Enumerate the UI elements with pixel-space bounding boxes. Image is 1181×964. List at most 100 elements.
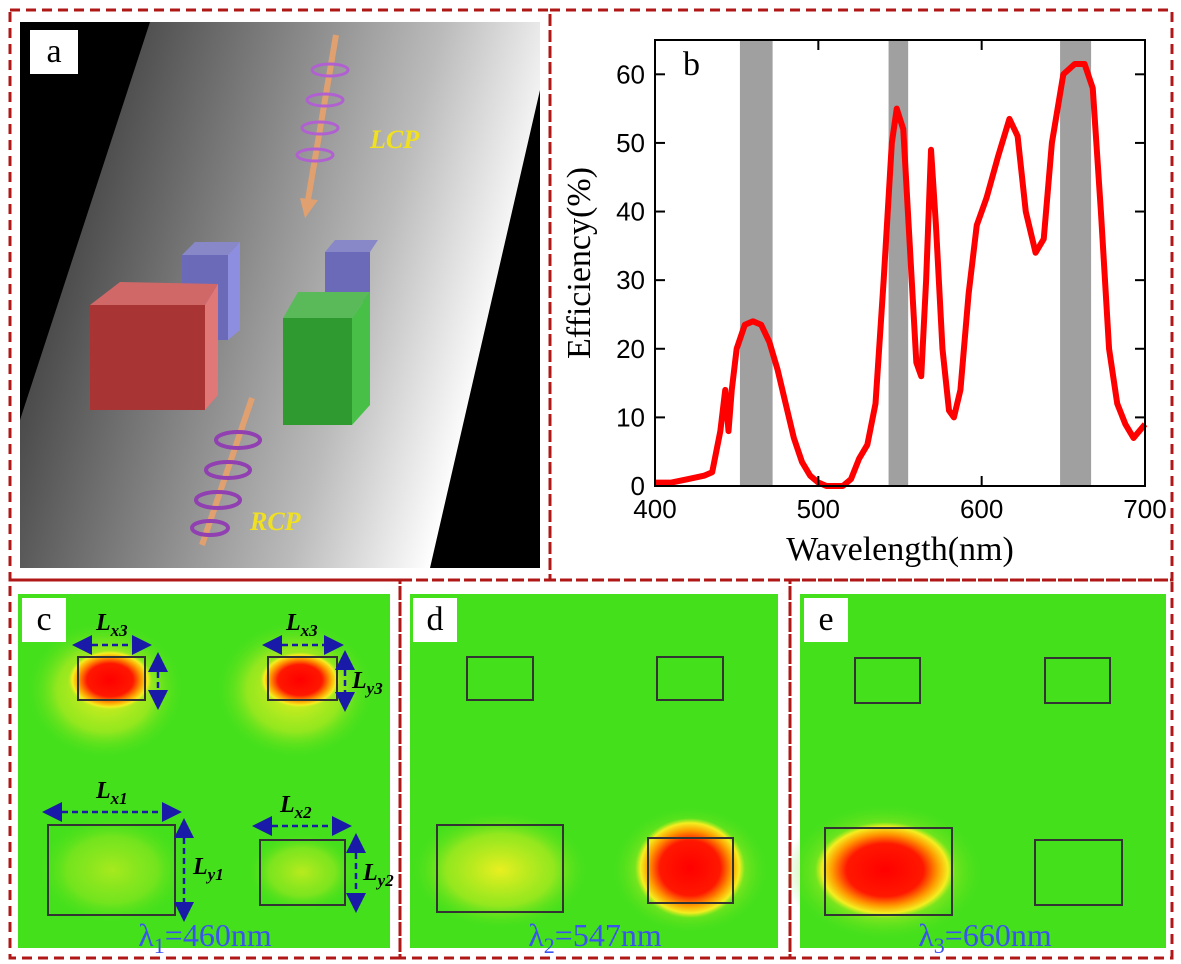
panel-b: 0 10 20 30 40 50 60 400 500 600 700 Wavelength(nm) E… (561, 39, 1167, 568)
panel-frame (548, 8, 1174, 582)
beam-label: LCP (369, 125, 420, 154)
subscript: 2 (544, 933, 555, 958)
subscript: y2 (376, 871, 395, 890)
panel-label: a (46, 33, 61, 70)
nanobrick (436, 824, 564, 913)
highlight-band (739, 40, 773, 486)
nanobrick (77, 656, 146, 701)
symbol: L (285, 610, 301, 636)
symbol: λ (918, 917, 934, 953)
caption: λ1=460nm (138, 917, 272, 958)
nanobrick (824, 827, 953, 916)
caption: λ3=660nm (918, 917, 1052, 958)
nanobrick (466, 656, 534, 701)
panel-a: LCP RCP a (20, 22, 540, 568)
symbol: L (95, 778, 111, 804)
y-tick-label: 50 (616, 128, 645, 158)
nanobrick (854, 657, 921, 704)
nanobrick (647, 837, 734, 904)
y-tick-label: 0 (631, 471, 645, 501)
subscript: 3 (934, 933, 945, 958)
cube (228, 242, 240, 340)
subscript: y3 (365, 679, 384, 698)
cube (90, 305, 205, 410)
hot-spot (68, 650, 152, 710)
dimension-label: Lx3 (285, 610, 318, 640)
cube (325, 240, 378, 252)
cube (283, 318, 352, 425)
arrow (305, 34, 339, 201)
cube (283, 292, 370, 318)
data-line (655, 61, 1148, 489)
symbol: λ (138, 917, 154, 953)
dimension-label: Lx2 (279, 792, 312, 822)
nanobrick (1034, 839, 1123, 906)
subscript: y1 (206, 865, 224, 884)
cube (182, 242, 240, 255)
panel-d: d λ2=547nm (410, 594, 778, 958)
dimension-label: Lx1 (95, 778, 128, 808)
panel-label: e (818, 601, 833, 638)
label-box (804, 598, 848, 642)
dimension-label: Ly3 (351, 668, 383, 698)
subscript: 1 (154, 933, 165, 958)
symbol: L (362, 860, 378, 886)
cube (90, 282, 218, 305)
field-halo (247, 832, 357, 912)
caption-text: =547nm (555, 917, 662, 953)
y-tick-label: 40 (616, 197, 645, 227)
beam-label: RCP (249, 507, 302, 536)
label-box (22, 598, 66, 642)
panel-c: Lx3 Lx3 Ly3 Lx1 Ly1 Lx2 Ly2 c λ1=460nm (18, 594, 394, 958)
y-axis-label: Efficiency(%) (561, 167, 598, 359)
panel-frame (788, 578, 1174, 960)
x-tick-label: 500 (797, 494, 840, 524)
y-tick-label: 60 (616, 59, 645, 89)
panel-e: e λ3=660nm (785, 594, 1166, 958)
symbol: L (192, 854, 208, 880)
caption-text: =460nm (165, 917, 272, 953)
nanobrick (259, 839, 346, 906)
label-box (30, 30, 78, 74)
symbol: L (279, 792, 295, 818)
y-tick-label: 20 (616, 334, 645, 364)
x-axis-label: Wavelength(nm) (786, 531, 1014, 568)
x-tick-label: 600 (960, 494, 1003, 524)
highlight-band (1060, 40, 1092, 486)
subscript: x1 (110, 789, 128, 808)
hot-spot (635, 818, 745, 918)
x-tick-label: 700 (1123, 494, 1166, 524)
cube (205, 284, 218, 410)
subscript: x2 (294, 803, 313, 822)
cube (352, 292, 370, 425)
dimension-label: Ly2 (362, 860, 394, 890)
plot-frame (654, 39, 1146, 487)
x-tick-label: 400 (633, 494, 676, 524)
y-tick-label: 10 (616, 402, 645, 432)
symbol: λ (528, 917, 544, 953)
field-halo (37, 815, 187, 925)
field-halo (410, 810, 590, 930)
panel-label: c (36, 601, 51, 638)
light-beam (20, 22, 540, 568)
panel-label: b (683, 46, 700, 83)
hot-spot (260, 652, 340, 708)
arrow-head (300, 198, 318, 218)
subscript: x3 (110, 621, 129, 640)
symbol: L (351, 668, 367, 694)
dimension-label: Lx3 (95, 610, 128, 640)
helix (190, 430, 262, 537)
nanobrick (1044, 657, 1111, 704)
y-tick-label: 30 (616, 265, 645, 295)
caption-text: =660nm (945, 917, 1052, 953)
nanobrick (656, 656, 724, 701)
subscript: x3 (300, 621, 319, 640)
helix (295, 62, 350, 163)
panel-label: d (427, 601, 444, 638)
hot-spot (815, 822, 955, 918)
dimension-label: Ly1 (192, 854, 224, 884)
label-box (413, 598, 457, 642)
caption: λ2=547nm (528, 917, 662, 958)
symbol: L (95, 610, 111, 636)
